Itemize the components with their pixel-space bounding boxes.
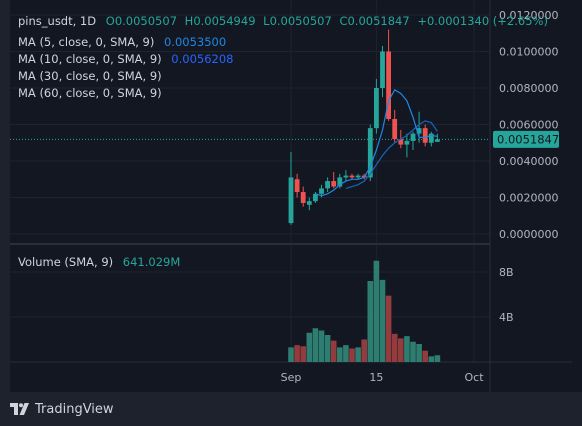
candle-body	[435, 139, 440, 142]
candle-body	[398, 139, 404, 145]
legend-open: O0.0050507	[106, 14, 177, 28]
price-tick-label: 0.0120000	[499, 9, 559, 22]
candle-body	[300, 192, 306, 203]
candle-body	[306, 201, 312, 205]
legend: pins_usdt, 1D O0.0050507 H0.0054949 L0.0…	[18, 14, 548, 269]
ma5-line	[315, 88, 438, 197]
candle-body	[313, 193, 318, 202]
price-tick-label: 0.0060000	[499, 119, 559, 132]
tradingview-logo-icon	[10, 403, 29, 415]
price-tick-label: 0.0020000	[499, 192, 559, 205]
legend-low: L0.0050507	[263, 14, 332, 28]
legend-ma10-value: 0.0056208	[171, 52, 233, 66]
volume-bar	[318, 330, 325, 362]
candle-body	[404, 140, 410, 145]
volume-bar	[410, 341, 416, 362]
candle-body	[386, 51, 391, 120]
legend-close: C0.0051847	[339, 14, 409, 28]
volume-bar	[349, 348, 355, 362]
ma10-line	[345, 120, 438, 189]
candle-body	[319, 188, 324, 194]
candle-body	[337, 177, 343, 187]
tradingview-brand[interactable]: TradingView	[10, 399, 114, 419]
chart-frame	[10, 0, 582, 392]
candle-body	[288, 177, 294, 224]
candle-body	[331, 181, 337, 187]
volume-tick-label: 4B	[499, 311, 514, 324]
brand-name: TradingView	[35, 401, 114, 417]
candle-body	[428, 133, 434, 143]
last-price-badge	[493, 130, 559, 148]
volume-bar	[294, 345, 300, 362]
volume-bar	[367, 281, 374, 362]
volume-bar	[312, 328, 319, 362]
time-tick-label: Sep	[281, 371, 302, 384]
volume-bar	[300, 346, 306, 362]
volume-bar	[404, 336, 410, 362]
candle-body	[380, 51, 385, 88]
price-tick-label: 0.0080000	[499, 82, 559, 95]
legend-volume-label: Volume (SMA, 9)	[18, 255, 113, 269]
volume-bar	[361, 339, 367, 362]
time-axis[interactable]: Sep 15 Oct	[281, 371, 485, 384]
moving-averages	[315, 88, 438, 197]
candle-body	[325, 181, 330, 189]
legend-ma5-value: 0.0053500	[164, 35, 226, 49]
volume-bar	[306, 332, 313, 362]
volume-bar	[416, 344, 422, 362]
candle-body	[367, 128, 373, 178]
volume-bar	[343, 345, 349, 362]
legend-ma30[interactable]: MA (30, close, 0, SMA, 9)	[18, 69, 162, 83]
candle-body	[343, 175, 349, 178]
volume-axis[interactable]: 8B 4B	[499, 266, 514, 324]
volume-bar	[373, 260, 380, 362]
volume-tick-label: 8B	[499, 266, 514, 279]
legend-ma5[interactable]: MA (5, close, 0, SMA, 9) 0.0053500	[18, 35, 226, 49]
legend-ma5-label: MA (5, close, 0, SMA, 9)	[18, 35, 154, 49]
price-tick-label: 0.0000000	[499, 228, 559, 241]
volume-bar	[324, 335, 331, 362]
price-tick-label: 0.0040000	[499, 155, 559, 168]
legend-change: +0.0001340 (+2.65%)	[417, 14, 548, 28]
volume-bar	[337, 347, 343, 362]
legend-ma60[interactable]: MA (60, close, 0, SMA, 9)	[18, 86, 162, 100]
legend-ma30-label: MA (30, close, 0, SMA, 9)	[18, 69, 162, 83]
last-price-value: 0.0051847	[497, 132, 559, 146]
candlesticks	[288, 29, 440, 225]
time-tick-label: 15	[369, 371, 383, 384]
candle-body	[422, 128, 428, 143]
volume-bar	[422, 350, 428, 362]
price-tick-label: 0.0100000	[499, 46, 559, 59]
candle-body	[374, 88, 379, 129]
candle-body	[392, 119, 398, 140]
candle-body	[355, 175, 361, 178]
legend-high: H0.0054949	[185, 14, 256, 28]
legend-ma60-label: MA (60, close, 0, SMA, 9)	[18, 86, 162, 100]
last-price-label: 0.0051847	[493, 130, 559, 148]
candle-body	[294, 179, 300, 193]
candle-body	[349, 175, 355, 178]
volume-bar	[434, 355, 441, 362]
volume-bar	[288, 347, 294, 362]
legend-ma10-label: MA (10, close, 0, SMA, 9)	[18, 52, 162, 66]
candle-body	[410, 133, 416, 141]
time-tick-label: Oct	[464, 371, 484, 384]
volume-bar	[330, 340, 337, 362]
legend-symbol: pins_usdt, 1D	[18, 14, 96, 28]
volume-bar	[391, 333, 398, 362]
volume-bars	[288, 260, 441, 362]
legend-ohlc-line[interactable]: pins_usdt, 1D O0.0050507 H0.0054949 L0.0…	[18, 14, 548, 28]
candle-body	[416, 128, 422, 134]
volume-bar	[398, 338, 404, 362]
volume-bar	[355, 347, 361, 362]
volume-bar	[428, 356, 435, 362]
legend-volume[interactable]: Volume (SMA, 9) 641.029M	[18, 255, 180, 269]
volume-bar	[379, 279, 386, 362]
legend-ma10[interactable]: MA (10, close, 0, SMA, 9) 0.0056208	[18, 52, 234, 66]
volume-bar	[385, 295, 392, 362]
legend-volume-value: 641.029M	[123, 255, 180, 269]
price-axis[interactable]: 0.01200000.01000000.00800000.00600000.00…	[499, 9, 559, 241]
